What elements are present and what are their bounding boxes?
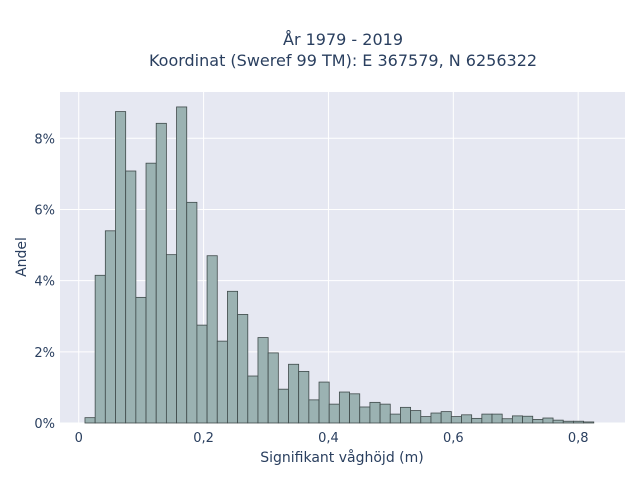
histogram-bar bbox=[359, 406, 371, 424]
histogram-bar bbox=[552, 419, 564, 424]
x-tick-label: 0,8 bbox=[568, 431, 589, 446]
histogram-bar bbox=[84, 417, 96, 424]
x-tick-label: 0 bbox=[75, 431, 83, 446]
histogram-bar bbox=[165, 254, 177, 424]
histogram-bar bbox=[318, 381, 330, 424]
histogram-bar bbox=[267, 352, 279, 424]
y-tick-label: 4% bbox=[34, 275, 55, 290]
histogram-bar bbox=[562, 420, 574, 424]
histogram-bar bbox=[542, 417, 554, 424]
histogram-bar bbox=[481, 413, 493, 424]
histogram-bar bbox=[583, 421, 595, 424]
chart-title-line1: År 1979 - 2019 bbox=[283, 30, 403, 49]
histogram-bar bbox=[288, 363, 300, 424]
histogram-bar bbox=[277, 388, 289, 424]
histogram-bar bbox=[145, 162, 157, 424]
y-tick-label: 0% bbox=[34, 417, 55, 432]
histogram-bar bbox=[338, 391, 350, 424]
histogram-bar bbox=[104, 230, 116, 424]
histogram-bar bbox=[389, 413, 401, 424]
histogram-bar bbox=[501, 418, 513, 424]
histogram-bar bbox=[410, 410, 422, 424]
x-tick-label: 0,6 bbox=[443, 431, 464, 446]
y-axis-ticks: 0% 2% 4% 6% 8% bbox=[34, 132, 55, 432]
histogram-bar bbox=[461, 414, 473, 424]
histogram-bar bbox=[237, 314, 249, 424]
histogram-bar bbox=[115, 111, 127, 424]
histogram-bar bbox=[379, 403, 391, 424]
histogram-bar bbox=[532, 419, 544, 424]
histogram-bar bbox=[511, 415, 523, 424]
histogram-bar bbox=[308, 399, 320, 424]
x-tick-label: 0,2 bbox=[193, 431, 214, 446]
histogram-bar bbox=[257, 337, 269, 424]
chart-title-line2: Koordinat (Sweref 99 TM): E 367579, N 62… bbox=[149, 51, 537, 70]
histogram-bar bbox=[491, 413, 503, 424]
histogram-bar bbox=[420, 416, 432, 424]
histogram-bar bbox=[440, 411, 452, 424]
y-tick-label: 2% bbox=[34, 346, 55, 361]
histogram-bar bbox=[196, 324, 208, 424]
x-axis-ticks: 0 0,2 0,4 0,6 0,8 bbox=[75, 431, 589, 446]
histogram-bar bbox=[155, 122, 167, 424]
histogram-bar bbox=[125, 170, 137, 424]
histogram-bar bbox=[227, 290, 239, 424]
y-tick-label: 8% bbox=[34, 132, 55, 147]
y-tick-label: 6% bbox=[34, 203, 55, 218]
y-axis-title: Andel bbox=[14, 237, 30, 277]
histogram-bar bbox=[247, 375, 259, 424]
histogram-bar bbox=[471, 417, 483, 424]
histogram-bar bbox=[522, 415, 534, 424]
histogram-bar bbox=[328, 403, 340, 424]
histogram-bar bbox=[349, 393, 361, 424]
histogram-bar bbox=[216, 340, 228, 424]
histogram-bar bbox=[94, 274, 106, 424]
histogram-bars bbox=[84, 106, 595, 424]
x-axis-title: Signifikant våghöjd (m) bbox=[260, 449, 423, 466]
histogram-bar bbox=[135, 296, 147, 424]
histogram-bar bbox=[573, 420, 585, 424]
histogram-bar bbox=[206, 255, 218, 424]
histogram-bar bbox=[298, 370, 310, 424]
histogram-bar bbox=[176, 106, 188, 424]
histogram-bar bbox=[369, 401, 381, 424]
x-tick-label: 0,4 bbox=[318, 431, 339, 446]
histogram-bar bbox=[186, 201, 198, 424]
histogram-bar bbox=[450, 416, 462, 424]
histogram-bar bbox=[430, 412, 442, 424]
histogram-bar bbox=[400, 406, 412, 424]
